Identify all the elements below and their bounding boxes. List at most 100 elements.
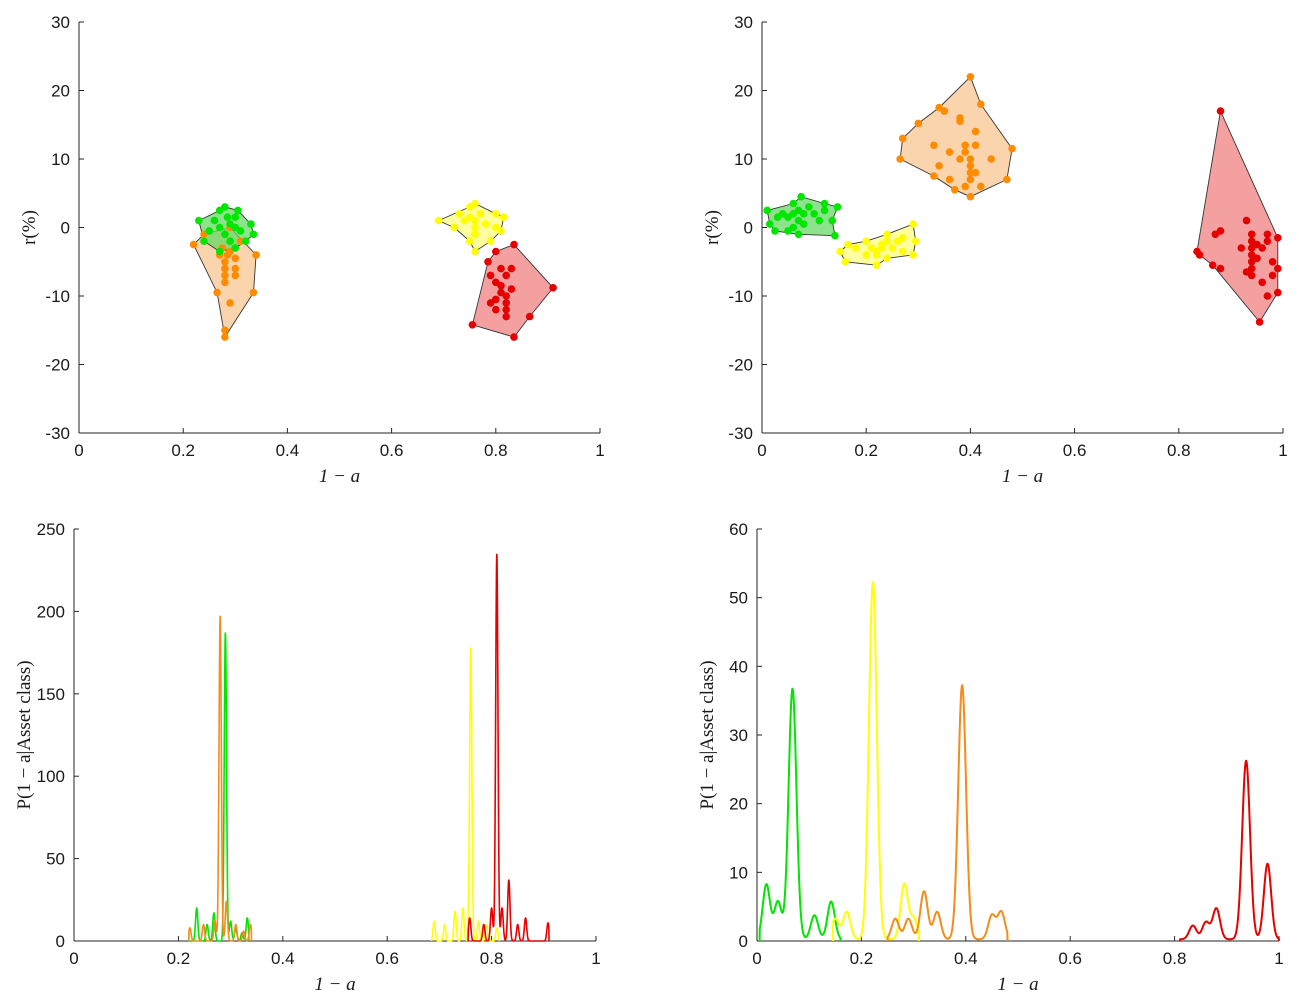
point-orange xyxy=(977,100,985,108)
point-green xyxy=(833,203,842,211)
hull-red xyxy=(1196,109,1279,323)
point-red xyxy=(484,258,492,266)
point-red xyxy=(1263,292,1272,300)
point-green xyxy=(799,220,808,228)
point-orange xyxy=(221,264,229,273)
point-orange xyxy=(930,172,938,180)
point-yellow xyxy=(486,237,495,245)
point-orange xyxy=(966,162,975,170)
y-tick-label: 30 xyxy=(729,726,748,745)
point-orange xyxy=(961,148,969,156)
point-orange xyxy=(971,168,980,177)
x-tick-label: 0 xyxy=(757,441,766,460)
x-tick-label: 0.2 xyxy=(167,949,191,968)
point-red xyxy=(525,312,534,321)
x-tick-label: 0.8 xyxy=(480,949,504,968)
point-green xyxy=(247,220,255,228)
x-axis-label: 1 − a xyxy=(319,466,360,487)
y-tick-label: -10 xyxy=(45,287,70,306)
x-tick-label: 0.6 xyxy=(1058,949,1082,968)
y-tick-label: 30 xyxy=(51,13,70,32)
point-red xyxy=(1268,271,1277,280)
point-green xyxy=(771,227,779,235)
point-orange xyxy=(935,162,943,170)
y-tick-label: 10 xyxy=(729,863,748,882)
x-tick-label: 0 xyxy=(74,441,83,460)
point-yellow xyxy=(862,237,870,245)
point-green xyxy=(810,210,818,218)
x-axis-label: 1 − a xyxy=(314,974,355,995)
point-yellow xyxy=(450,223,458,232)
y-tick-label: 20 xyxy=(734,82,753,101)
x-tick-label: 0.8 xyxy=(484,441,508,460)
point-red xyxy=(1216,107,1225,115)
point-orange xyxy=(914,119,923,128)
y-tick-label: 250 xyxy=(37,520,65,539)
point-red xyxy=(492,247,500,256)
x-axis-label: 1 − a xyxy=(997,974,1038,995)
point-red xyxy=(486,299,495,307)
point-orange xyxy=(966,73,975,81)
point-green xyxy=(815,216,824,225)
point-yellow xyxy=(455,210,464,218)
x-axis-label: 1 − a xyxy=(1002,466,1043,487)
point-yellow xyxy=(872,251,881,259)
point-orange xyxy=(971,127,980,136)
point-orange xyxy=(966,192,975,201)
hull-orange xyxy=(899,75,1013,198)
point-green xyxy=(789,199,798,208)
point-orange xyxy=(930,141,938,150)
y-tick-label: 40 xyxy=(729,657,748,676)
y-tick-label: -30 xyxy=(45,424,70,443)
point-red xyxy=(1268,258,1277,266)
y-tick-label: 10 xyxy=(51,150,70,169)
point-green xyxy=(820,199,829,208)
point-green xyxy=(234,206,242,215)
point-red xyxy=(549,284,557,292)
point-red xyxy=(507,264,516,273)
point-yellow xyxy=(878,244,886,252)
point-orange xyxy=(945,175,954,184)
point-green xyxy=(226,237,234,245)
point-green xyxy=(215,247,224,256)
point-red xyxy=(1247,230,1256,239)
point-green xyxy=(766,220,774,228)
point-red xyxy=(502,305,511,314)
x-tick-label: 0.6 xyxy=(380,441,404,460)
point-yellow xyxy=(883,230,891,239)
density-line-green xyxy=(758,687,842,942)
point-orange xyxy=(221,278,229,287)
x-tick-label: 1 xyxy=(591,949,600,968)
point-red xyxy=(1258,244,1266,252)
x-tick-label: 0.4 xyxy=(959,441,983,460)
point-red xyxy=(1216,227,1225,235)
point-yellow xyxy=(844,240,852,249)
x-tick-label: 0.2 xyxy=(854,441,878,460)
point-red xyxy=(1263,237,1272,245)
point-green xyxy=(210,216,219,225)
point-yellow xyxy=(466,237,474,245)
point-green xyxy=(773,213,782,221)
point-red xyxy=(1242,268,1251,276)
y-tick-label: 10 xyxy=(734,150,753,169)
point-red xyxy=(502,312,511,321)
x-tick-label: 0.6 xyxy=(1063,441,1087,460)
point-orange xyxy=(977,182,985,191)
point-orange xyxy=(189,240,198,249)
y-axis-label: P(1 − a|Asset class) xyxy=(14,660,35,809)
point-red xyxy=(492,305,500,314)
point-orange xyxy=(966,155,975,163)
point-yellow xyxy=(492,223,500,232)
x-tick-label: 0.8 xyxy=(1163,949,1187,968)
point-orange xyxy=(252,251,260,259)
x-tick-label: 0 xyxy=(69,949,78,968)
x-tick-label: 1 xyxy=(1278,441,1287,460)
y-tick-label: 150 xyxy=(37,685,65,704)
point-green xyxy=(805,203,813,211)
point-orange xyxy=(961,182,969,191)
point-orange xyxy=(966,168,975,177)
y-tick-label: 50 xyxy=(729,589,748,608)
point-green xyxy=(797,192,805,201)
point-yellow xyxy=(434,216,443,225)
plot-area xyxy=(758,581,1280,942)
